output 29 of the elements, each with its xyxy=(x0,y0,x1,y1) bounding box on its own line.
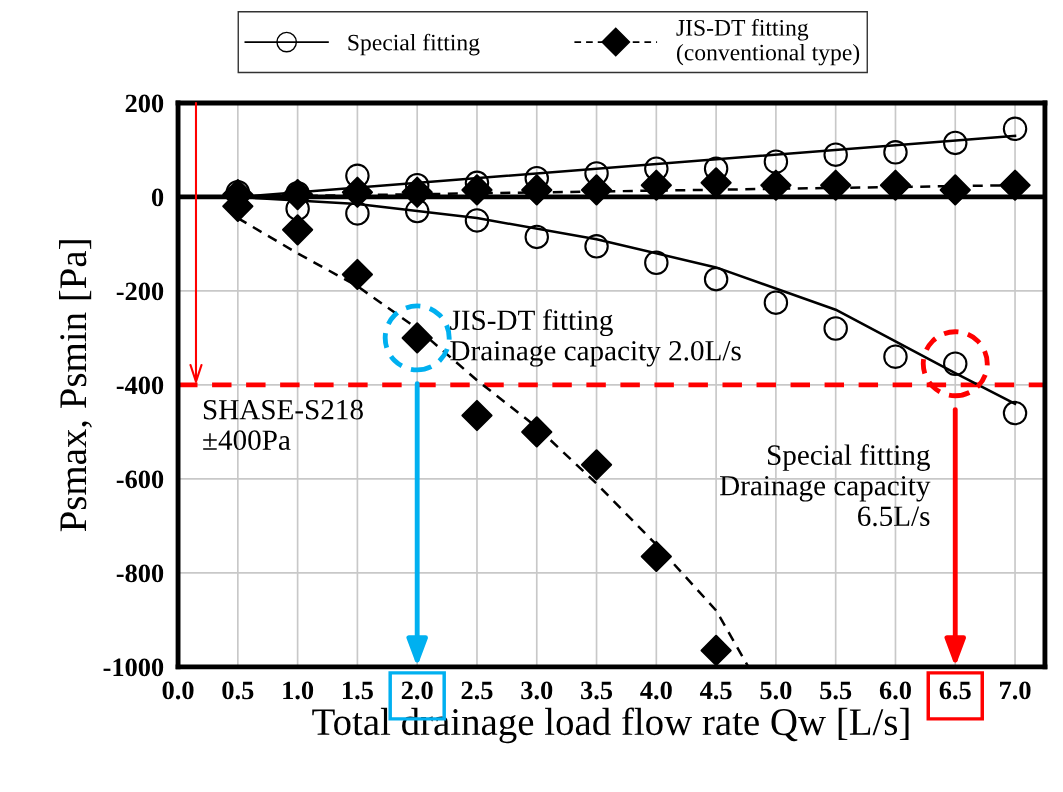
x-tick-label: 0.0 xyxy=(162,681,194,700)
x-tick-label: 6.5 xyxy=(939,681,971,700)
x-tick-label: 7.0 xyxy=(1000,681,1031,700)
y-tick-label: 200 xyxy=(125,94,164,113)
x-tick-label: 2.0 xyxy=(401,681,433,700)
x-tick-label: 5.0 xyxy=(760,681,792,700)
y-tick-label: -1000 xyxy=(103,658,164,677)
y-tick-label: -200 xyxy=(116,282,164,301)
x-tick-label: 3.0 xyxy=(521,681,553,700)
y-tick-label: -800 xyxy=(116,564,164,583)
x-tick-label: 6.0 xyxy=(879,681,911,700)
y-axis-title: Psmax, Psmin [Pa] xyxy=(59,240,92,532)
x-tick-label: 1.5 xyxy=(343,681,373,700)
y-tick-label: -400 xyxy=(116,376,164,395)
y-tick-label: 0 xyxy=(151,188,164,207)
x-tick-label: 0.5 xyxy=(222,681,254,700)
annotation: JIS-DT fitting Drainage capacity 2.0L/s xyxy=(450,309,741,367)
legend-label: JIS-DT fitting (conventional type) xyxy=(676,18,860,66)
y-tick-label: -600 xyxy=(116,470,164,489)
x-tick-label: 2.5 xyxy=(461,681,493,700)
x-tick-label: 4.5 xyxy=(699,681,732,700)
annotation: SHASE-S218 ±400Pa xyxy=(203,399,363,451)
x-axis-title: Total drainage load flow rate Qw [L/s] xyxy=(312,707,909,744)
annotation: Special fitting Drainage capacity 6.5L/s xyxy=(720,444,931,527)
x-tick-label: 1.0 xyxy=(283,681,314,700)
legend-label: Special fitting xyxy=(348,33,480,56)
x-tick-label: 3.5 xyxy=(581,681,613,700)
x-tick-label: 5.5 xyxy=(820,681,852,700)
x-tick-label: 4.0 xyxy=(640,681,672,700)
